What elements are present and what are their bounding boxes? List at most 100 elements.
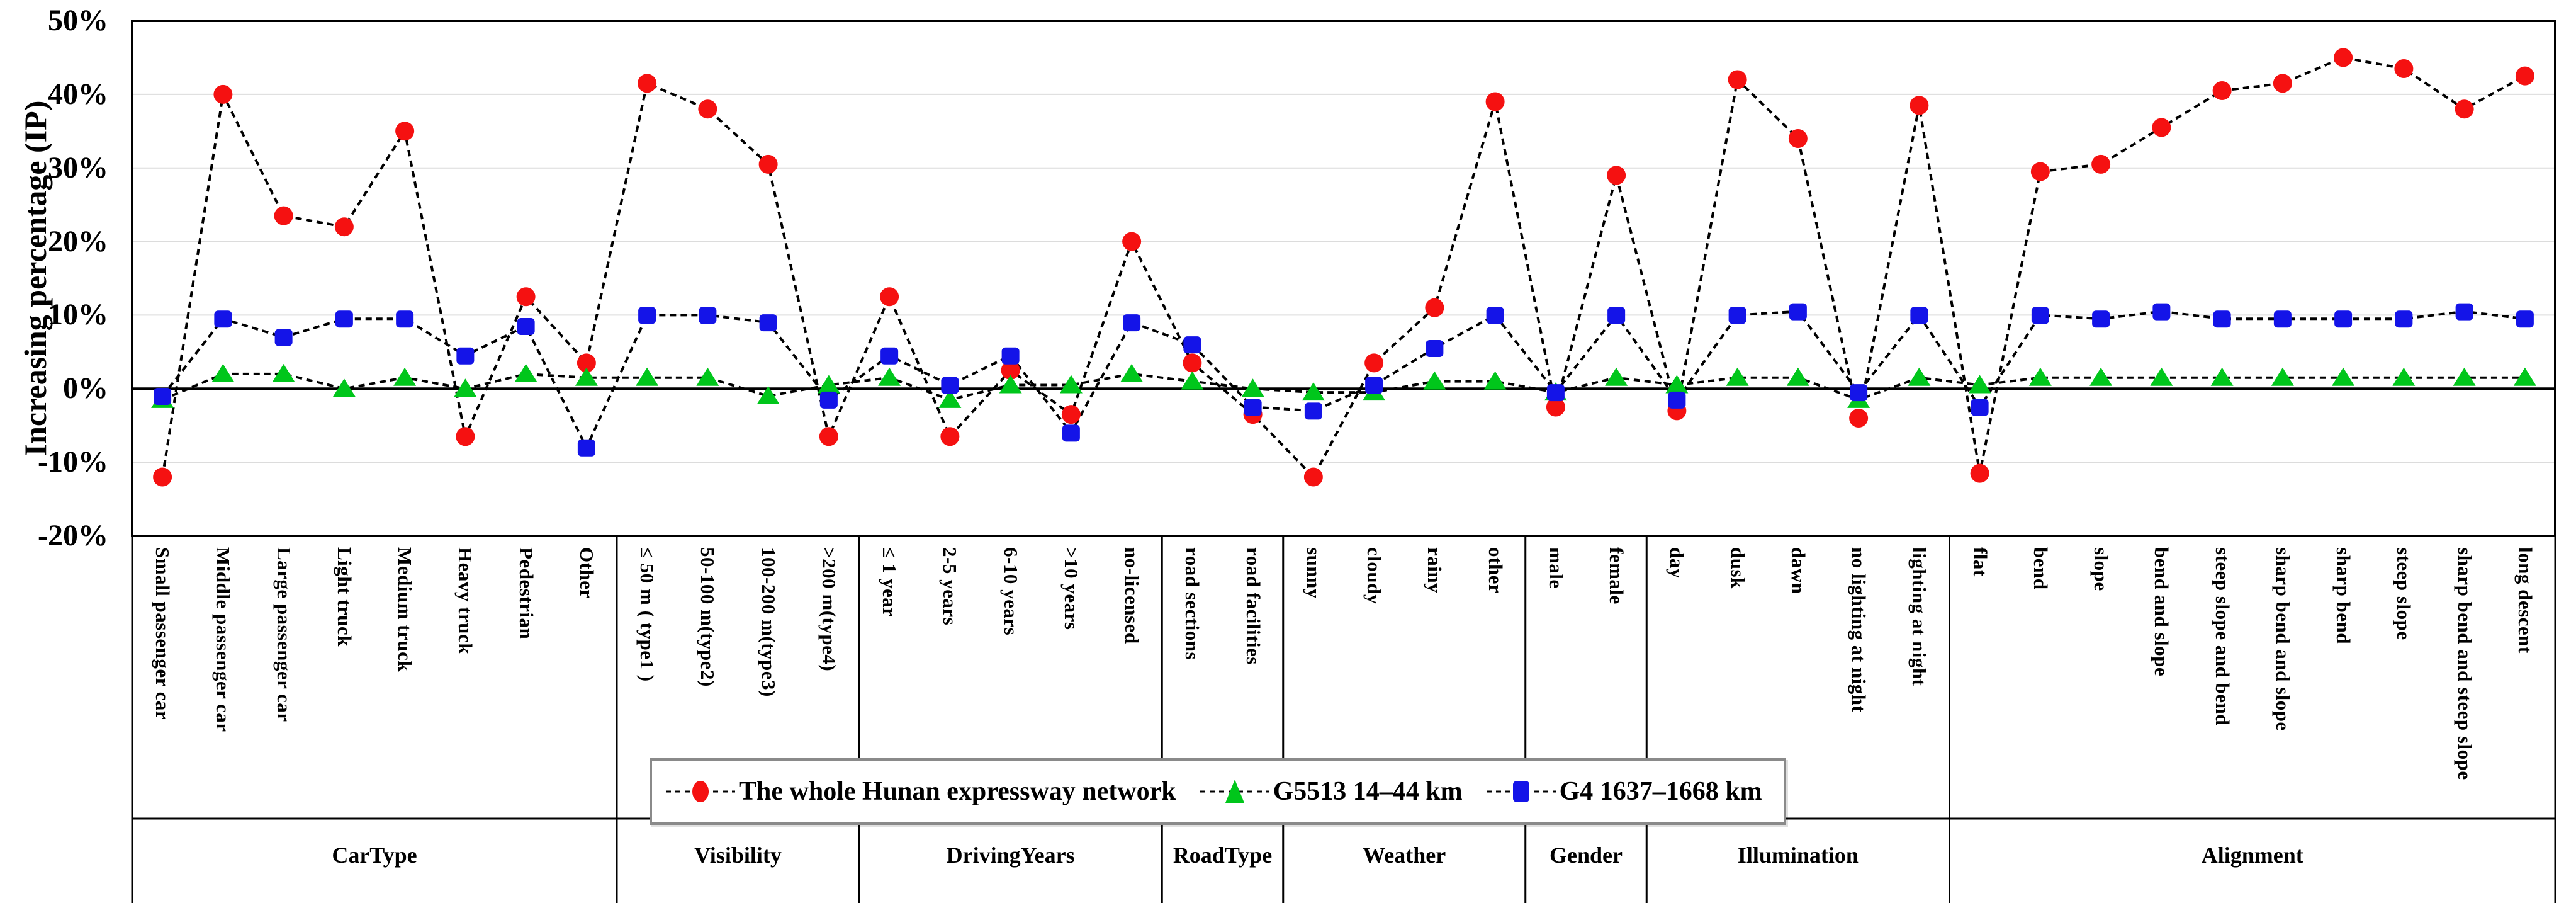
data-point-marker — [698, 99, 717, 119]
data-point-marker — [1607, 307, 1626, 324]
data-point-marker — [1910, 96, 1929, 115]
data-point-marker — [1970, 463, 1989, 483]
data-point-marker — [1302, 382, 1325, 401]
data-point-marker — [213, 84, 233, 104]
data-point-marker — [1122, 232, 1142, 251]
data-point-marker — [1728, 70, 1747, 89]
data-point-marker — [1607, 166, 1626, 185]
data-point-marker — [1726, 367, 1749, 386]
legend-label: The whole Hunan expressway network — [739, 777, 1176, 806]
data-point-marker — [1120, 363, 1144, 382]
data-point-marker — [1241, 378, 1264, 397]
y-tick-label: 10% — [48, 298, 108, 332]
data-point-marker — [2453, 367, 2476, 386]
data-point-marker — [819, 391, 838, 409]
group-label: Alignment — [2201, 843, 2303, 868]
data-point-marker — [817, 375, 840, 394]
data-point-marker — [395, 122, 415, 141]
plot-border — [131, 20, 2556, 537]
legend-entry: G5513 14–44 km — [1199, 776, 1463, 807]
data-point-marker — [2213, 310, 2231, 328]
data-point-marker — [759, 314, 777, 332]
data-point-marker — [1546, 384, 1565, 402]
y-tick-label: -10% — [38, 445, 108, 479]
chart-legend: The whole Hunan expressway network G5513 … — [650, 758, 1786, 825]
data-point-marker — [880, 287, 899, 307]
data-point-marker — [2152, 118, 2171, 137]
group-label: Gender — [1550, 843, 1623, 868]
y-tick-label: 0% — [63, 372, 108, 406]
data-point-marker — [2273, 74, 2292, 93]
data-point-marker — [2455, 99, 2474, 119]
data-point-marker — [1059, 375, 1083, 394]
data-point-marker — [1001, 361, 1020, 380]
data-point-marker — [272, 363, 295, 382]
data-point-marker — [516, 287, 536, 307]
data-point-marker — [1183, 353, 1202, 373]
data-point-marker — [396, 310, 414, 328]
data-point-marker — [1062, 424, 1080, 442]
data-point-marker — [1908, 367, 1931, 386]
data-point-marker — [819, 427, 838, 446]
data-point-marker — [456, 427, 475, 446]
data-point-marker — [696, 367, 719, 386]
legend-entry: G4 1637–1668 km — [1485, 776, 1762, 807]
group-label: Illumination — [1737, 843, 1859, 868]
data-point-marker — [638, 74, 657, 93]
group-label: DrivingYears — [946, 843, 1075, 868]
data-point-marker — [154, 387, 172, 405]
data-point-marker — [1425, 298, 1444, 317]
data-point-marker — [1303, 467, 1323, 487]
legend-square-icon — [1512, 781, 1529, 802]
data-point-marker — [938, 389, 962, 408]
data-point-marker — [332, 378, 356, 397]
data-point-marker — [335, 310, 353, 328]
data-point-marker — [941, 377, 959, 394]
data-point-marker — [999, 375, 1022, 394]
data-point-marker — [1061, 405, 1081, 424]
data-point-marker — [456, 347, 475, 365]
data-point-marker — [1423, 371, 1446, 390]
data-point-marker — [1605, 367, 1628, 386]
data-point-marker — [940, 427, 960, 446]
data-point-marker — [2394, 59, 2414, 78]
data-point-marker — [758, 154, 778, 174]
legend-entry: The whole Hunan expressway network — [665, 776, 1176, 807]
data-point-marker — [1183, 336, 1201, 354]
data-point-marker — [2334, 48, 2353, 67]
data-point-marker — [2334, 310, 2353, 328]
data-point-marker — [2028, 367, 2052, 386]
data-point-marker — [1665, 375, 1689, 394]
data-point-marker — [1849, 409, 1869, 428]
data-point-marker — [1304, 402, 1322, 420]
data-point-marker — [2455, 303, 2473, 321]
data-point-marker — [2515, 66, 2534, 86]
legend-label: G5513 14–44 km — [1273, 777, 1463, 806]
data-point-marker — [211, 363, 235, 382]
data-point-marker — [880, 347, 899, 365]
data-point-marker — [1364, 353, 1384, 373]
data-point-marker — [1365, 377, 1383, 394]
data-point-marker — [2210, 367, 2234, 386]
y-tick-label: 50% — [48, 4, 108, 37]
data-point-marker — [1426, 340, 1444, 358]
data-point-marker — [878, 367, 901, 386]
group-label: RoadType — [1173, 843, 1273, 868]
data-point-marker — [2031, 307, 2049, 324]
data-point-marker — [577, 353, 596, 373]
data-point-marker — [214, 310, 232, 328]
data-point-marker — [2092, 310, 2110, 328]
data-point-marker — [2516, 310, 2534, 328]
legend-label: G4 1637–1668 km — [1559, 777, 1762, 806]
data-point-marker — [1968, 375, 1991, 394]
data-point-marker — [1486, 307, 1504, 324]
legend-triangle-icon — [1225, 780, 1244, 803]
data-point-marker — [2273, 310, 2292, 328]
data-point-marker — [1728, 307, 1746, 324]
data-point-marker — [1786, 367, 1809, 386]
data-point-marker — [575, 367, 598, 386]
y-tick-label: 40% — [48, 77, 108, 111]
group-label: Weather — [1363, 843, 1446, 868]
data-point-marker — [2395, 310, 2413, 328]
